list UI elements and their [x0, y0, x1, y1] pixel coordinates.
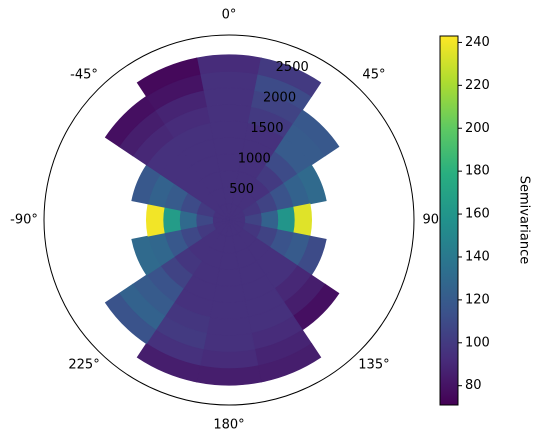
theta-tick-label: -45° [70, 68, 98, 83]
theta-tick-label: 0° [222, 8, 237, 23]
contour-cell [205, 103, 253, 124]
contour-cell [202, 332, 256, 353]
theta-tick-label: -90° [10, 213, 38, 228]
contour-cell [205, 316, 253, 337]
polar-frame [43, 34, 415, 406]
contour-cell [212, 284, 246, 303]
contour-cell [196, 365, 262, 386]
contour-cell [104, 292, 157, 345]
colorbar-tick-label: 140 [465, 249, 490, 264]
contour-cell [209, 300, 249, 320]
colorbar-tick-label: 160 [465, 207, 490, 222]
contour-cell [199, 349, 259, 370]
contour-cell [202, 87, 256, 108]
contour-cell [215, 268, 243, 287]
contour-cell [293, 203, 312, 237]
colorbar-tick-label: 100 [465, 335, 490, 350]
r-tick-label: 1000 [238, 151, 271, 166]
contour-cell [209, 120, 249, 140]
colorbar-tick-label: 180 [465, 164, 490, 179]
contour-cell [196, 54, 262, 75]
r-tick-label: 1500 [250, 121, 283, 136]
contour-cell [162, 206, 181, 234]
contour-cell [146, 203, 165, 237]
r-tick-label: 2000 [263, 90, 296, 105]
theta-tick-label: 45° [362, 68, 385, 83]
r-tick-label: 500 [229, 182, 254, 197]
contour-cell [199, 70, 259, 91]
colorbar-tick-label: 240 [465, 35, 490, 50]
contour-cell [292, 109, 340, 157]
colorbar-label: Semivariance [517, 176, 532, 265]
contour-cell [257, 57, 322, 97]
contour-cell [136, 343, 201, 383]
colorbar-tick-label: 200 [465, 121, 490, 136]
r-tick-label: 2500 [276, 60, 309, 75]
colorbar-tick-label: 120 [465, 292, 490, 307]
colorbar-tick-label: 220 [465, 78, 490, 93]
colorbar-tick-label: 80 [465, 378, 482, 393]
contour-cell [277, 206, 296, 234]
contour-cell [136, 57, 201, 97]
theta-tick-label: 135° [358, 357, 389, 372]
theta-tick-label: 225° [68, 357, 99, 372]
theta-tick-label: 180° [213, 418, 244, 433]
colorbar [439, 35, 459, 406]
